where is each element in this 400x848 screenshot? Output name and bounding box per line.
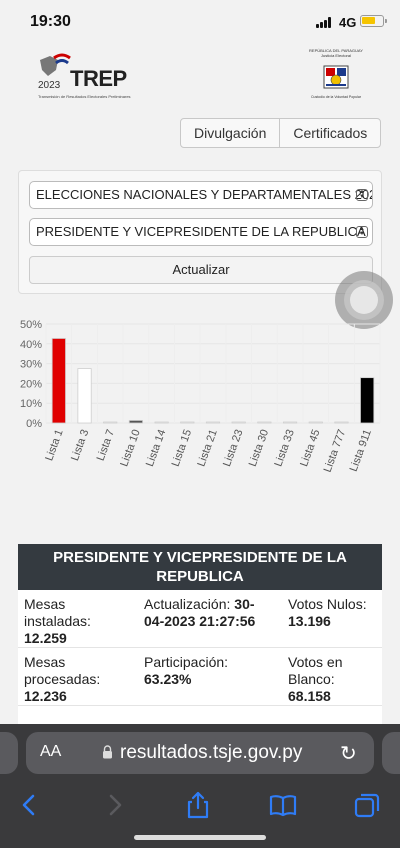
url-text: resultados.tsje.gov.py <box>120 742 303 763</box>
browser-address-bar: AA resultados.tsje.gov.py ↻ <box>0 724 400 782</box>
status-bar: 19:30 4G <box>0 0 400 44</box>
mesas-procesadas-value: 12.236 <box>24 688 67 704</box>
battery-icon <box>360 15 387 27</box>
share-icon[interactable] <box>183 790 213 820</box>
results-table: PRESIDENTE Y VICEPRESIDENTE DE LA REPUBL… <box>18 544 382 724</box>
x-tick-label: Lista 911 <box>348 428 374 473</box>
next-tab-preview[interactable] <box>382 732 400 774</box>
mesas-procesadas-label: Mesas procesadas: <box>24 654 101 687</box>
home-indicator <box>134 835 266 840</box>
x-tick-label: Lista 15 <box>170 428 194 468</box>
select-arrows-icon: ▲ ▼ <box>356 189 368 201</box>
x-tick-label: Lista 10 <box>118 428 142 468</box>
back-icon[interactable] <box>14 790 44 820</box>
trep-year: 2023 <box>38 80 61 91</box>
chart-bar <box>360 377 375 424</box>
reader-options-button[interactable]: AA <box>40 743 62 760</box>
actualizacion-value: 30-04-2023 21:27:56 <box>144 596 256 629</box>
chart-bar <box>51 338 66 424</box>
tabs-icon[interactable] <box>352 790 382 820</box>
votos-nulos-value: 13.196 <box>288 613 331 629</box>
chart-bar <box>103 421 118 424</box>
chart-bar <box>257 421 272 424</box>
chart-bar <box>180 421 195 424</box>
divulgacion-button[interactable]: Divulgación <box>194 125 267 141</box>
x-tick-label: Lista 30 <box>247 428 271 468</box>
mesas-instaladas: Mesas instaladas: 12.259 <box>24 596 134 647</box>
x-tick-label: Lista 23 <box>221 428 245 468</box>
chart-bar <box>282 421 298 424</box>
x-tick-label: Lista 1 <box>43 428 65 463</box>
tsje-logo[interactable]: REPÚBLICA DEL PARAGUAY Justicia Electora… <box>308 48 364 106</box>
votos-en-blanco-value: 68.158 <box>288 688 331 704</box>
y-tick-label: 0% <box>26 418 42 430</box>
x-tick-label: Lista 7 <box>95 428 117 463</box>
tsje-top-text: REPÚBLICA DEL PARAGUAY Justicia Electora… <box>309 48 363 58</box>
chart-bar <box>334 421 349 424</box>
x-tick-label: Lista 3 <box>69 428 91 463</box>
bar-chart: 0%10%20%30%40%50%Lista 1 Lista 3 Lista 7 Li… <box>20 319 381 474</box>
x-tick-label: Lista 777 <box>322 428 349 474</box>
certificados-button[interactable]: Certificados <box>279 119 380 147</box>
actualizacion: Actualización: 30-04-2023 21:27:56 <box>144 596 274 630</box>
position-select[interactable]: PRESIDENTE Y VICEPRESIDENTE DE LA REPUBL… <box>29 218 373 246</box>
election-select-value: ELECCIONES NACIONALES Y DEPARTAMENTALES … <box>36 187 373 202</box>
y-tick-label: 30% <box>20 359 42 371</box>
network-type: 4G <box>339 15 357 30</box>
votos-nulos-label: Votos Nulos: <box>288 596 367 612</box>
bookmarks-icon[interactable] <box>268 790 298 820</box>
trep-map-icon <box>40 53 71 76</box>
forward-icon[interactable] <box>100 790 130 820</box>
x-tick-label: Lista 21 <box>195 428 219 468</box>
chart-bar <box>205 421 221 424</box>
chart-bar <box>231 421 246 424</box>
trep-logo[interactable]: 2023 TREP Transmisión de Resultados Elec… <box>36 50 146 102</box>
participacion-value: 63.23% <box>144 671 192 687</box>
y-tick-label: 50% <box>20 319 42 331</box>
votos-en-blanco: Votos en Blanco: 68.158 <box>288 654 380 705</box>
assistive-touch-button[interactable] <box>335 271 393 329</box>
url-field[interactable]: AA resultados.tsje.gov.py ↻ <box>26 732 374 774</box>
y-tick-label: 20% <box>20 378 42 390</box>
results-chart: 0% 10% 20% 30% 40% 50% Lista 1 Lista 3 Lista 7 Li… <box>0 312 400 542</box>
participacion: Participación: 63.23% <box>144 654 274 688</box>
view-toggle: Divulgación Certificados <box>180 118 382 148</box>
trep-subtitle: Transmisión de Resultados Electorales Pr… <box>38 94 131 99</box>
tsje-emblem-icon <box>323 65 349 89</box>
x-tick-label: Lista 45 <box>298 428 322 468</box>
select-arrows-icon: ▲ ▼ <box>356 226 368 238</box>
stats-row-1: Mesas instaladas: 12.259 Actualización: … <box>18 590 382 648</box>
votos-en-blanco-label: Votos en Blanco: <box>288 654 343 687</box>
mesas-instaladas-label: Mesas instaladas: <box>24 596 91 629</box>
previous-tab-preview[interactable] <box>0 732 18 774</box>
position-select-value: PRESIDENTE Y VICEPRESIDENTE DE LA REPUBL… <box>36 224 366 239</box>
stats-row-2: Mesas procesadas: 12.236 Participación: … <box>18 648 382 706</box>
reload-icon[interactable]: ↻ <box>340 743 357 765</box>
mesas-procesadas: Mesas procesadas: 12.236 <box>24 654 134 705</box>
election-select[interactable]: ELECCIONES NACIONALES Y DEPARTAMENTALES … <box>29 181 373 209</box>
trep-name: TREP <box>70 66 127 91</box>
participacion-label: Participación: <box>144 654 229 670</box>
tsje-bottom-text: Custodio de la Voluntad Popular <box>310 95 361 99</box>
actualizacion-label: Actualización: <box>144 596 231 612</box>
chart-bar <box>128 420 144 424</box>
x-tick-label: Lista 14 <box>144 428 168 468</box>
lock-icon <box>103 745 112 759</box>
y-tick-label: 40% <box>20 339 42 351</box>
update-button[interactable]: Actualizar <box>29 256 373 284</box>
results-title: PRESIDENTE Y VICEPRESIDENTE DE LA REPUBL… <box>18 544 382 590</box>
filter-panel: ELECCIONES NACIONALES Y DEPARTAMENTALES … <box>18 170 382 294</box>
status-time: 19:30 <box>30 13 71 30</box>
chart-bar <box>308 421 323 424</box>
y-tick-label: 10% <box>20 398 42 410</box>
page-header: 2023 TREP Transmisión de Resultados Elec… <box>0 44 400 114</box>
chart-bar <box>154 421 169 424</box>
votos-nulos: Votos Nulos: 13.196 <box>288 596 380 630</box>
mesas-instaladas-value: 12.259 <box>24 630 67 646</box>
x-tick-label: Lista 33 <box>272 428 296 468</box>
signal-icon <box>316 17 334 28</box>
chart-bar <box>77 368 92 424</box>
